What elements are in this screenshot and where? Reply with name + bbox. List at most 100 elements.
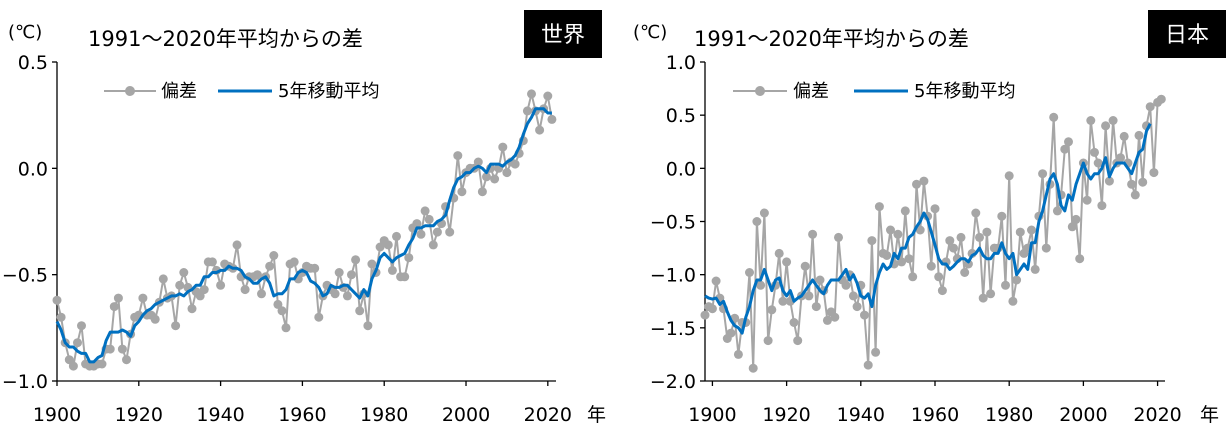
japan-anomaly-point <box>912 179 921 189</box>
world-anomaly-point <box>73 338 82 348</box>
japan-anomaly-point <box>945 236 955 246</box>
world-legend-anomaly-marker <box>125 86 135 96</box>
japan-anomaly-point <box>1134 130 1144 140</box>
japan-anomaly-point <box>930 204 940 214</box>
world-anomaly-point <box>171 321 181 331</box>
japan-anomaly-point <box>1060 144 1070 154</box>
world-x-tick-labels: 1900 1920 1940 1960 1980 2000 2020 <box>33 404 572 425</box>
world-anomaly-point <box>383 240 393 250</box>
world-legend: 偏差 5年移動平均 <box>104 81 379 102</box>
world-anomaly-point <box>56 312 66 322</box>
japan-anomaly-point <box>834 232 843 242</box>
japan-anomaly-point <box>982 227 992 237</box>
japan-anomaly-point <box>937 286 947 296</box>
japan-anomaly-point <box>1156 94 1166 104</box>
japan-anomaly-point <box>886 225 895 235</box>
world-anomaly-point <box>175 280 185 290</box>
japan-x-tick-label: 2000 <box>1059 404 1107 425</box>
world-anomaly-point <box>473 157 483 167</box>
japan-anomaly-point <box>934 272 944 282</box>
japan-anomaly-point <box>900 206 910 216</box>
world-anomaly-point <box>269 251 279 260</box>
world-anomaly-point <box>187 304 197 314</box>
japan-title: 1991〜2020年平均からの差 <box>694 27 969 51</box>
japan-anomaly-point <box>848 291 858 301</box>
world-anomaly-point <box>416 229 426 239</box>
japan-anomaly-point <box>752 217 762 226</box>
world-x-tick-label: 1900 <box>33 404 81 425</box>
world-anomaly-point <box>342 291 352 301</box>
japan-anomaly-point <box>971 208 981 218</box>
japan-y-tick-label: 0.5 <box>666 105 696 127</box>
japan-legend-anomaly-marker <box>755 86 765 96</box>
japan-anomaly-point <box>1049 112 1059 122</box>
world-anomaly-point <box>527 89 536 99</box>
world-anomaly-point <box>179 268 189 277</box>
japan-x-tick-label: 1960 <box>911 404 959 425</box>
world-x-tick-label: 2020 <box>524 404 572 425</box>
japan-anomaly-point <box>986 289 996 299</box>
japan-anomaly-point <box>815 275 825 285</box>
japan-y-tick-label: −2.0 <box>650 371 696 393</box>
japan-anomaly-point <box>1004 171 1014 181</box>
japan-anomaly-point <box>882 251 892 260</box>
japan-anomaly-point <box>1008 296 1018 306</box>
world-anomaly-point <box>314 312 324 322</box>
world-anomaly-point <box>490 174 500 184</box>
world-anomaly-points <box>52 89 557 371</box>
japan-anomaly-point <box>863 360 873 370</box>
world-anomaly-point <box>330 289 340 299</box>
world-anomaly-point <box>77 321 86 331</box>
japan-anomaly-point <box>852 302 862 312</box>
chart-world: (℃) 1991〜2020年平均からの差 世界 −1.0 −0.5 0.0 0.5 1… <box>2 10 606 425</box>
japan-anomaly-point <box>874 202 884 212</box>
world-anomaly-point <box>64 355 74 365</box>
world-anomaly-point <box>310 263 320 273</box>
japan-anomaly-point <box>1012 275 1022 285</box>
japan-anomaly-point <box>793 336 803 346</box>
world-anomaly-point <box>273 299 283 309</box>
japan-anomaly-point <box>949 243 958 253</box>
japan-anomaly-point <box>1041 243 1051 253</box>
japan-unit-label: (℃) <box>633 22 667 43</box>
world-anomaly-point <box>477 187 487 197</box>
world-unit-label: (℃) <box>8 22 42 43</box>
japan-anomaly-point <box>1086 116 1096 125</box>
world-legend-anomaly-label: 偏差 <box>161 81 197 102</box>
japan-region-badge <box>1148 10 1226 58</box>
japan-x-tick-label: 1940 <box>837 404 885 425</box>
japan-anomaly-point <box>1104 176 1114 186</box>
japan-anomaly-point <box>759 208 769 218</box>
japan-anomaly-point <box>908 272 918 282</box>
japan-anomaly-point <box>1097 201 1107 211</box>
japan-region-label: 日本 <box>1165 23 1209 48</box>
world-anomaly-point <box>547 114 557 124</box>
japan-anomaly-point <box>763 336 773 346</box>
japan-anomaly-point <box>1038 169 1048 179</box>
world-anomaly-point <box>334 268 344 277</box>
japan-anomaly-points <box>700 94 1166 373</box>
world-axes <box>52 61 556 386</box>
world-anomaly-point <box>510 159 520 169</box>
japan-anomaly-point <box>915 225 925 235</box>
japan-anomaly-point <box>711 276 721 286</box>
japan-anomaly-point <box>822 315 832 325</box>
world-x-tick-label: 1940 <box>196 404 244 425</box>
japan-anomaly-point <box>1108 116 1118 125</box>
japan-anomaly-point <box>1027 225 1036 235</box>
world-x-tick-label: 1920 <box>115 404 163 425</box>
world-anomaly-point <box>265 261 275 271</box>
world-anomaly-point <box>109 302 119 312</box>
japan-x-tick-label: 1980 <box>985 404 1033 425</box>
world-anomaly-point <box>428 240 438 250</box>
japan-legend-ma-label: 5年移動平均 <box>914 81 1015 102</box>
japan-anomaly-point <box>1149 168 1159 178</box>
japan-anomaly-point <box>756 280 766 290</box>
world-anomaly-point <box>289 257 299 267</box>
japan-y-tick-label: 1.0 <box>666 52 696 74</box>
world-anomaly-point <box>404 253 414 263</box>
japan-x-tick-label: 1920 <box>762 404 810 425</box>
japan-anomaly-point <box>800 261 810 271</box>
japan-anomaly-point <box>774 248 784 258</box>
japan-anomaly-point <box>1130 190 1140 200</box>
